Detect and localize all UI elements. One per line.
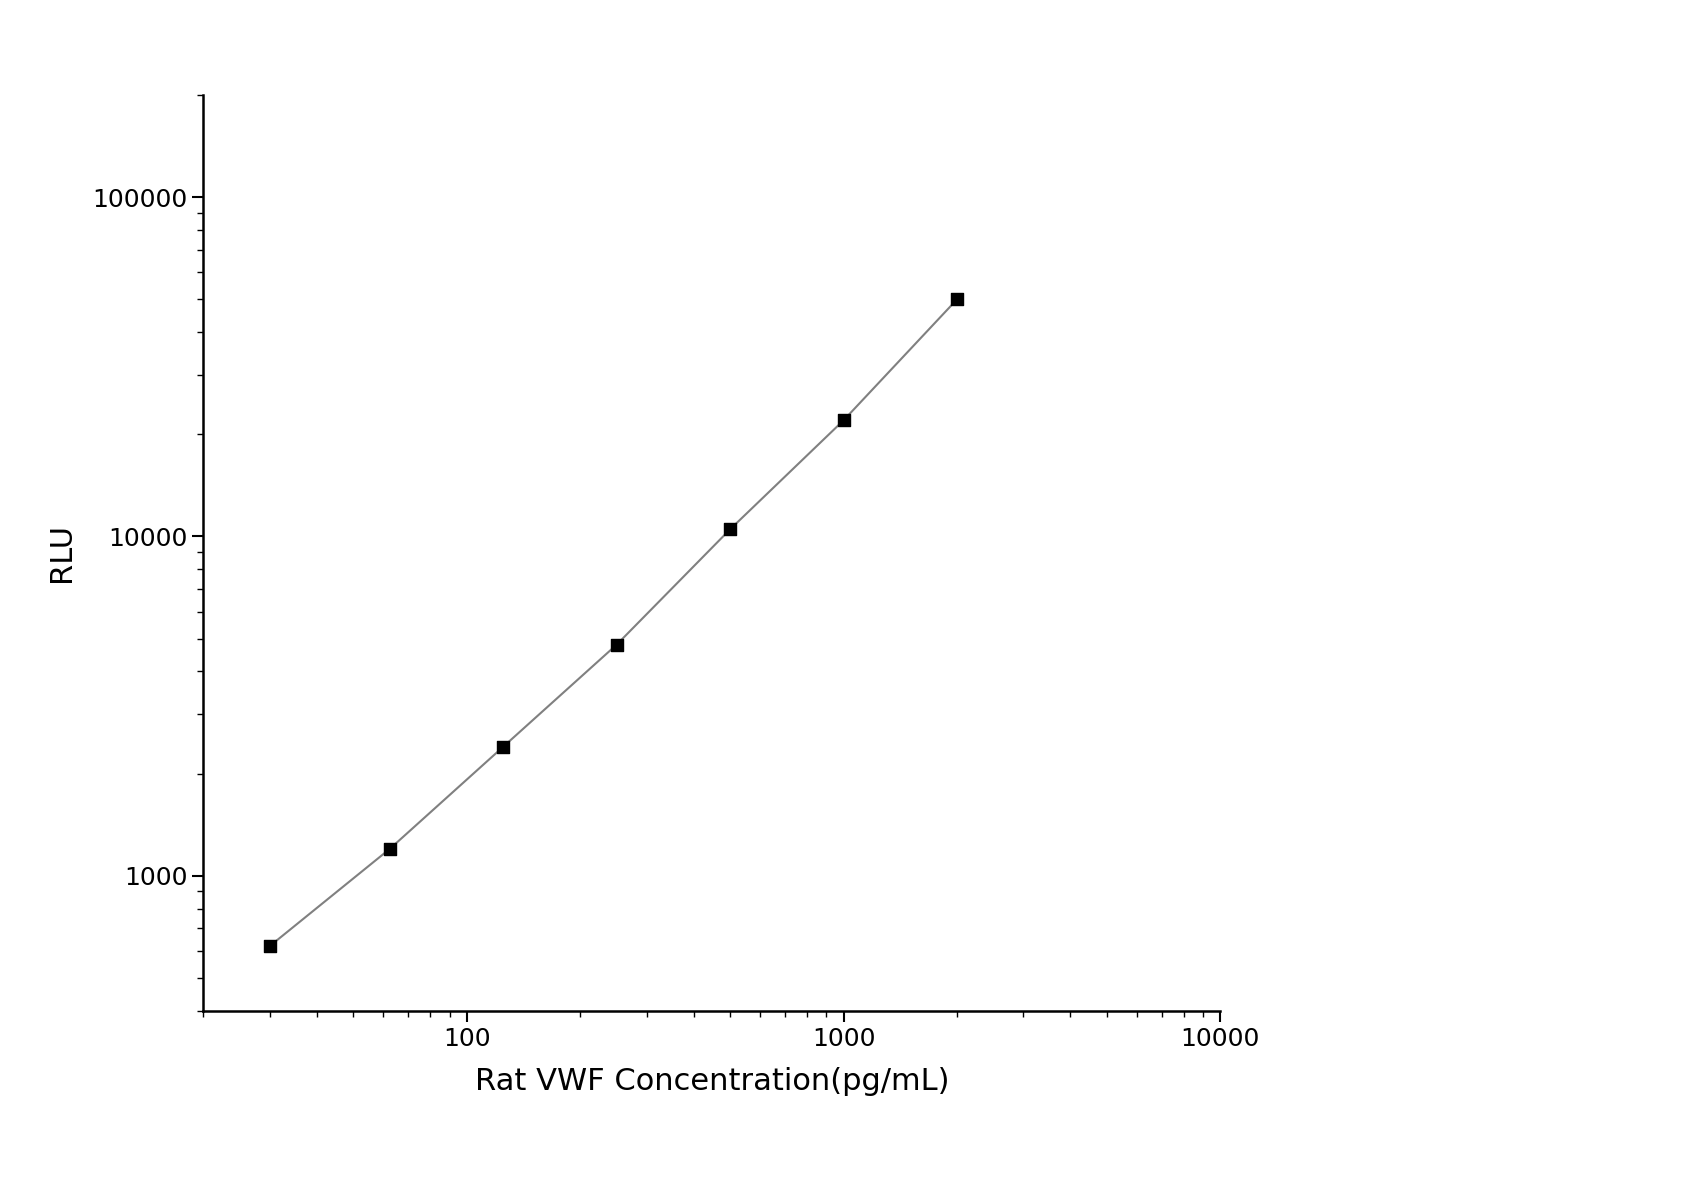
Y-axis label: RLU: RLU [46, 523, 76, 583]
Point [376, 839, 403, 858]
Point [831, 410, 858, 429]
Point [490, 737, 517, 756]
X-axis label: Rat VWF Concentration(pg/mL): Rat VWF Concentration(pg/mL) [475, 1068, 949, 1096]
Point [944, 290, 971, 309]
Point [603, 635, 631, 654]
Point [256, 937, 283, 956]
Point [717, 520, 744, 539]
